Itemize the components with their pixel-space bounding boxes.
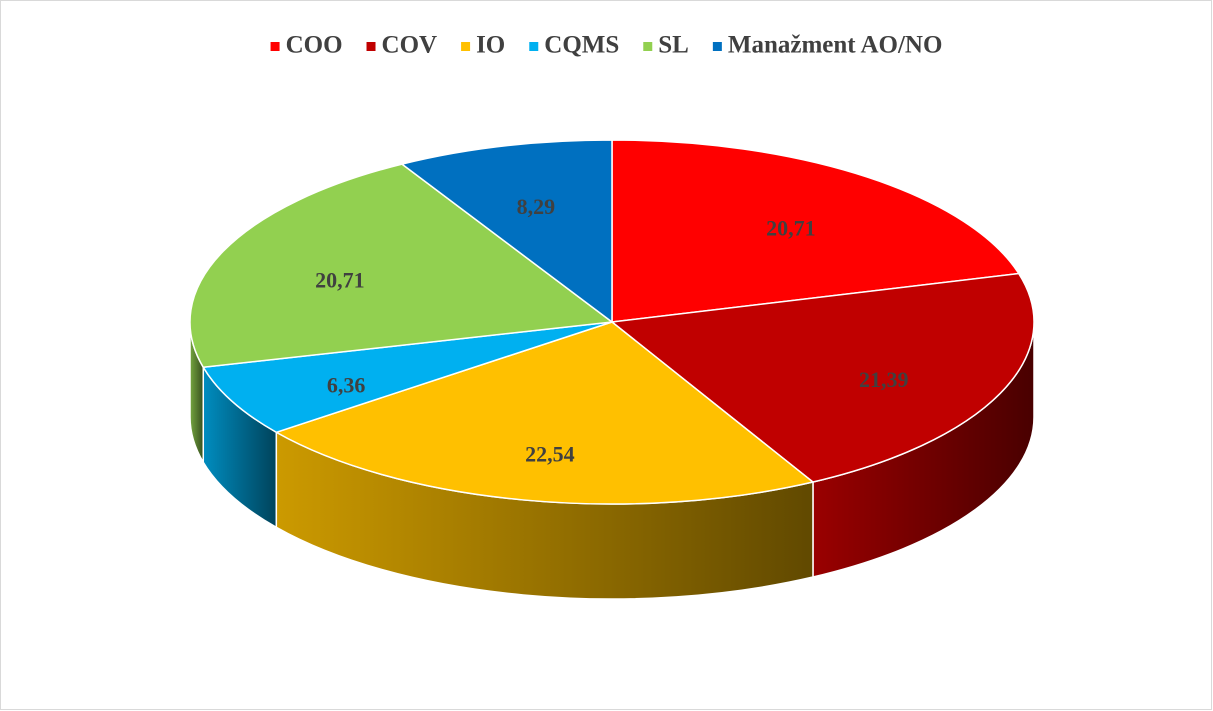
pie-slice (274, 321, 815, 505)
legend-label: Manažment AO/NO (728, 32, 943, 59)
legend-swatch (366, 42, 376, 51)
data-label: 6,36 (327, 373, 366, 398)
data-label: 8,29 (517, 194, 556, 219)
pie-slice (202, 321, 613, 434)
pie-slice (611, 139, 1021, 323)
legend-label: SL (658, 32, 689, 59)
legend-swatch (461, 42, 471, 51)
data-label: 21,39 (859, 367, 909, 392)
pie-slice (610, 272, 1035, 483)
data-label: 20,71 (315, 268, 365, 293)
legend-label: CQMS (544, 32, 619, 59)
legend-swatch (712, 42, 722, 51)
legend-label: COO (286, 32, 343, 59)
legend-label: IO (476, 32, 505, 59)
legend-swatch (643, 42, 653, 51)
pie-slice (189, 163, 614, 369)
data-label: 20,71 (766, 216, 816, 241)
data-label: 22,54 (525, 442, 575, 467)
legend-label: COV (382, 32, 438, 59)
legend-swatch (529, 42, 539, 51)
pie-slice (400, 139, 613, 324)
legend-swatch (270, 42, 280, 51)
